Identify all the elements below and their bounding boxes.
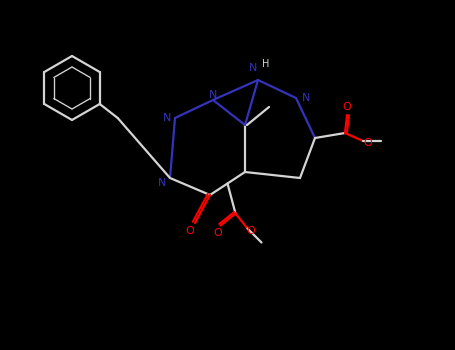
Text: H: H (263, 59, 270, 69)
Text: O: O (186, 226, 194, 236)
Text: N: N (249, 63, 257, 73)
Text: O: O (364, 138, 372, 148)
Text: O: O (343, 102, 351, 112)
Text: N: N (302, 93, 310, 103)
Text: N: N (163, 113, 171, 123)
Text: O: O (246, 225, 255, 236)
Text: N: N (209, 90, 217, 100)
Text: O: O (213, 229, 222, 238)
Text: N: N (158, 178, 166, 188)
